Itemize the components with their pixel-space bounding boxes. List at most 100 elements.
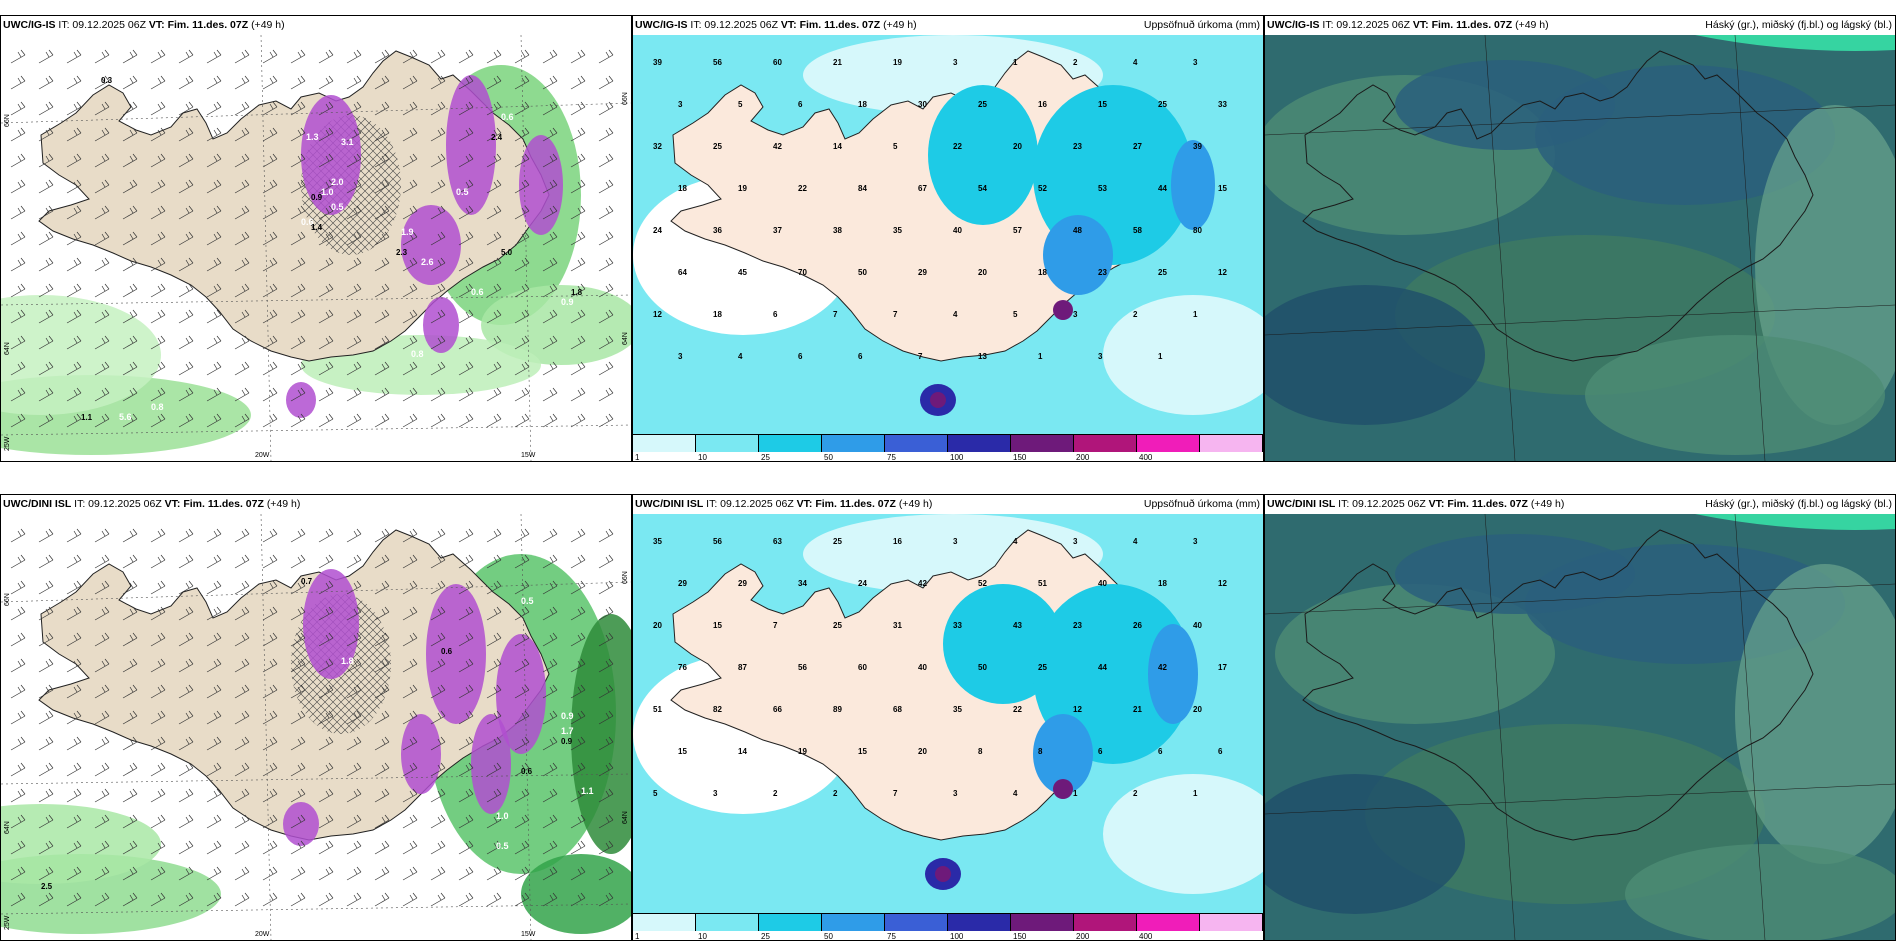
wind-barb — [178, 153, 194, 168]
temperature-label: 0.6 — [441, 647, 453, 656]
valid-time: Fim. 11.des. 07Z — [815, 498, 896, 510]
wind-barb-stroke — [178, 788, 194, 803]
wind-barb — [458, 283, 474, 298]
wind-barb — [570, 580, 586, 595]
wind-barb — [66, 309, 82, 324]
wind-barb-stroke — [570, 49, 586, 64]
precip-amount-label: 21 — [1133, 705, 1142, 714]
wind-barb — [38, 710, 54, 725]
wind-barb — [514, 387, 530, 402]
wind-barb — [570, 283, 586, 298]
wind-barb-stroke — [178, 658, 194, 673]
precip-map[interactable]: 39 56 60 21 19 3 1 2 4 3 3 5 6 18 30 25 16 15 25 33 32 25 42 14… — [633, 35, 1263, 461]
precip-amount-label: 66 — [773, 705, 782, 714]
wind-barb-stroke — [10, 127, 26, 142]
wind-barb-stroke — [346, 840, 362, 855]
wind-barb-stroke — [94, 49, 110, 64]
wind-barb-stroke — [402, 413, 418, 428]
high-cloud-band — [1695, 35, 1895, 51]
wind-barb — [66, 387, 82, 402]
wind-barb-stroke — [458, 814, 474, 829]
wind-barb-stroke — [66, 606, 82, 621]
wind-barb-stroke — [374, 554, 390, 569]
wind-barb — [514, 231, 530, 246]
wind-barb — [178, 554, 194, 569]
wind-barb-stroke — [122, 413, 138, 428]
wind-barb-stroke — [178, 413, 194, 428]
wind-temp-map[interactable]: 0.7 1.8 0.3 0.6 0.5 0.9 0.6 1.0 1.7 0.9 1.1 0.5 2.5 6… — [1, 514, 631, 940]
precip-amount-label: 7 — [833, 310, 838, 319]
wind-barb-stroke — [122, 49, 138, 64]
wind-barb — [206, 101, 222, 116]
wind-barb-stroke — [150, 762, 166, 777]
wind-barb-stroke — [458, 309, 474, 324]
wind-barb-stroke — [178, 684, 194, 699]
temperature-label: 0.6 — [521, 767, 533, 776]
wind-barb-stroke — [290, 632, 306, 647]
wind-barb — [66, 231, 82, 246]
wind-barb — [10, 361, 26, 376]
wind-barb — [598, 554, 614, 569]
wind-barb-stroke — [10, 257, 26, 272]
wind-barb-stroke — [542, 632, 558, 647]
wind-barb-stroke — [178, 606, 194, 621]
wind-barb-stroke — [66, 179, 82, 194]
wind-barb-stroke — [206, 179, 222, 194]
precip-amount-label: 6 — [773, 310, 778, 319]
wind-barb-stroke — [150, 75, 166, 90]
wind-barb-stroke — [94, 231, 110, 246]
wind-barb-stroke — [318, 205, 334, 220]
wind-barb — [150, 788, 166, 803]
wind-barb-stroke — [346, 658, 362, 673]
wind-barb-stroke — [10, 736, 26, 751]
wind-barb — [402, 49, 418, 64]
wind-barb — [94, 335, 110, 350]
wind-barb — [38, 387, 54, 402]
wind-barb — [486, 554, 502, 569]
cloud-map[interactable] — [1265, 514, 1895, 940]
wind-barb — [262, 75, 278, 90]
wind-barb-stroke — [318, 231, 334, 246]
wind-barb-stroke — [402, 101, 418, 116]
wind-barb-stroke — [38, 127, 54, 142]
wind-barb-stroke — [10, 49, 26, 64]
longitude-line — [260, 514, 272, 940]
precip-amount-label: 34 — [798, 579, 807, 588]
wind-barb — [318, 231, 334, 246]
wind-barb — [234, 335, 250, 350]
wind-barb-stroke — [94, 710, 110, 725]
wind-barb-stroke — [262, 75, 278, 90]
wind-barb-stroke — [206, 554, 222, 569]
wind-barb-stroke — [514, 788, 530, 803]
wind-barb-stroke — [486, 866, 502, 881]
wind-barb-stroke — [598, 205, 614, 220]
wind-temp-map[interactable]: 0.3 1.3 2.0 2.3 2.6 1.9 2.4 0.5 0.6 1.4 3.1 1.0 0.9 0… — [1, 35, 631, 461]
wind-barb-stroke — [486, 632, 502, 647]
wind-barb-stroke — [206, 387, 222, 402]
precip-amount-label: 40 — [918, 663, 927, 672]
cloud-map[interactable] — [1265, 35, 1895, 461]
wind-barb-stroke — [150, 361, 166, 376]
precip-amount-label: 21 — [833, 58, 842, 67]
wind-barb-stroke — [150, 606, 166, 621]
wind-barb-stroke — [38, 632, 54, 647]
wind-barb — [94, 361, 110, 376]
lead-time: (+49 h) — [1530, 498, 1565, 510]
wind-barb — [542, 257, 558, 272]
wind-barb — [234, 528, 250, 543]
precip-map[interactable]: 35 56 63 25 16 3 4 3 4 3 29 29 34 24 42 52 51 40 18 12 20 15 7… — [633, 514, 1263, 940]
precip-amount-label: 3 — [678, 352, 683, 361]
wind-barb — [262, 710, 278, 725]
wind-barb-stroke — [374, 75, 390, 90]
wind-barb — [94, 892, 110, 907]
wind-barb — [234, 179, 250, 194]
wind-barb-stroke — [150, 49, 166, 64]
wind-barb-stroke — [514, 580, 530, 595]
temperature-label: 2.4 — [491, 133, 503, 142]
precip-magenta-area — [471, 714, 511, 814]
wind-barb — [206, 413, 222, 428]
wind-barb — [458, 684, 474, 699]
wind-barb — [570, 788, 586, 803]
wind-barb-stroke — [66, 684, 82, 699]
wind-barb — [318, 736, 334, 751]
